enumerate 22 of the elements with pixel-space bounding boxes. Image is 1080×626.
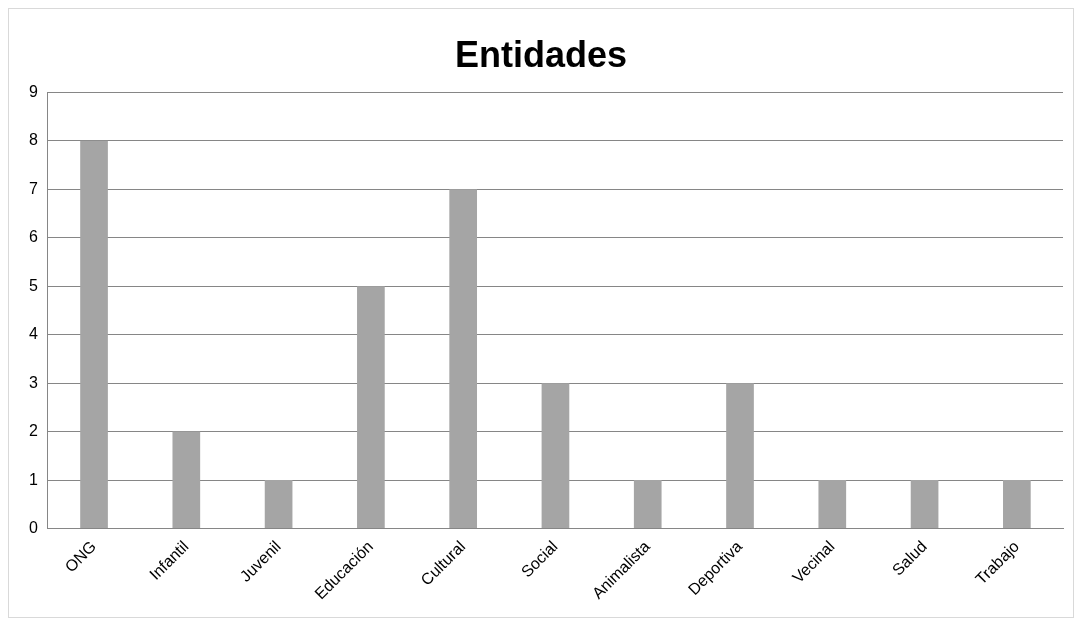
y-tick-label: 7	[28, 179, 38, 197]
y-tick-label: 4	[28, 325, 38, 343]
y-tick-label: 9	[28, 82, 38, 100]
bar	[80, 140, 108, 529]
bar	[726, 383, 754, 529]
y-tick-label: 3	[28, 373, 38, 391]
y-tick-label: 1	[28, 470, 38, 488]
y-tick-label: 2	[28, 422, 38, 440]
bar	[818, 480, 847, 529]
bar	[264, 480, 293, 529]
bar	[357, 286, 385, 529]
chart-title: Entidades	[454, 33, 628, 75]
bar	[541, 383, 570, 529]
bar	[633, 480, 662, 529]
y-tick-label: 0	[28, 519, 38, 536]
y-tick-label: 6	[28, 228, 38, 246]
bar	[1003, 480, 1031, 529]
bar	[910, 480, 939, 529]
bar	[449, 189, 478, 529]
y-tick-label: 5	[28, 276, 38, 294]
y-tick-label: 8	[28, 131, 38, 149]
bar	[172, 431, 201, 529]
